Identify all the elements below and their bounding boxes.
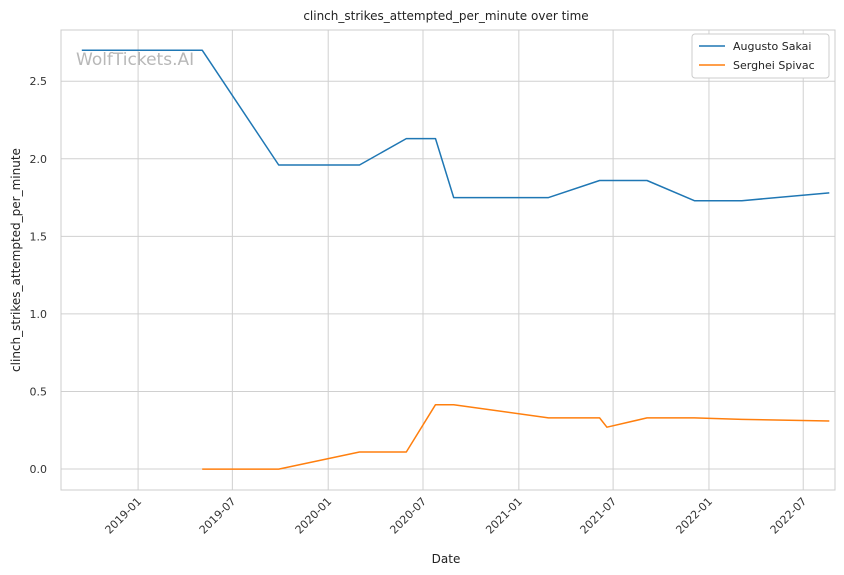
chart-title: clinch_strikes_attempted_per_minute over… xyxy=(303,9,588,23)
legend: Augusto Sakai Serghei Spivac xyxy=(691,33,830,79)
watermark: WolfTickets.AI xyxy=(76,50,194,70)
y-tick-label: 1.5 xyxy=(30,230,48,243)
grid xyxy=(61,30,835,490)
x-tick-label: 2022-01 xyxy=(673,495,715,537)
y-tick-label: 0.5 xyxy=(30,385,48,398)
series-lines xyxy=(81,49,830,470)
legend-box xyxy=(691,33,830,79)
legend-label-augusto-sakai: Augusto Sakai xyxy=(733,40,811,53)
x-axis-title: Date xyxy=(432,552,461,566)
legend-label-serghei-spivac: Serghei Spivac xyxy=(733,59,815,72)
series-line-serghei-spivac xyxy=(202,403,830,470)
plot-background xyxy=(61,30,835,490)
plot-area xyxy=(60,29,836,491)
x-tick-label: 2021-01 xyxy=(483,495,525,537)
x-tick-label: 2020-01 xyxy=(293,495,335,537)
y-tick-label: 0.0 xyxy=(30,463,48,476)
x-tick-label: 2019-07 xyxy=(197,495,239,537)
y-tick-label: 2.5 xyxy=(30,75,48,88)
x-tick-label: 2022-07 xyxy=(768,495,810,537)
y-tick-label: 1.0 xyxy=(30,308,48,321)
x-axis-ticks: 2019-01 2019-07 2020-01 2020-07 2021-01 2021-… xyxy=(103,495,810,537)
series-line-augusto-sakai xyxy=(81,49,830,202)
y-tick-label: 2.0 xyxy=(30,153,48,166)
x-tick-label: 2021-07 xyxy=(578,495,620,537)
y-axis-title: clinch_strikes_attempted_per_minute xyxy=(9,148,23,372)
plot-frame xyxy=(60,29,836,491)
x-tick-label: 2020-07 xyxy=(387,495,429,537)
y-axis-ticks: 0.0 0.5 1.0 1.5 2.0 2.5 xyxy=(30,75,48,476)
x-tick-label: 2019-01 xyxy=(103,495,145,537)
